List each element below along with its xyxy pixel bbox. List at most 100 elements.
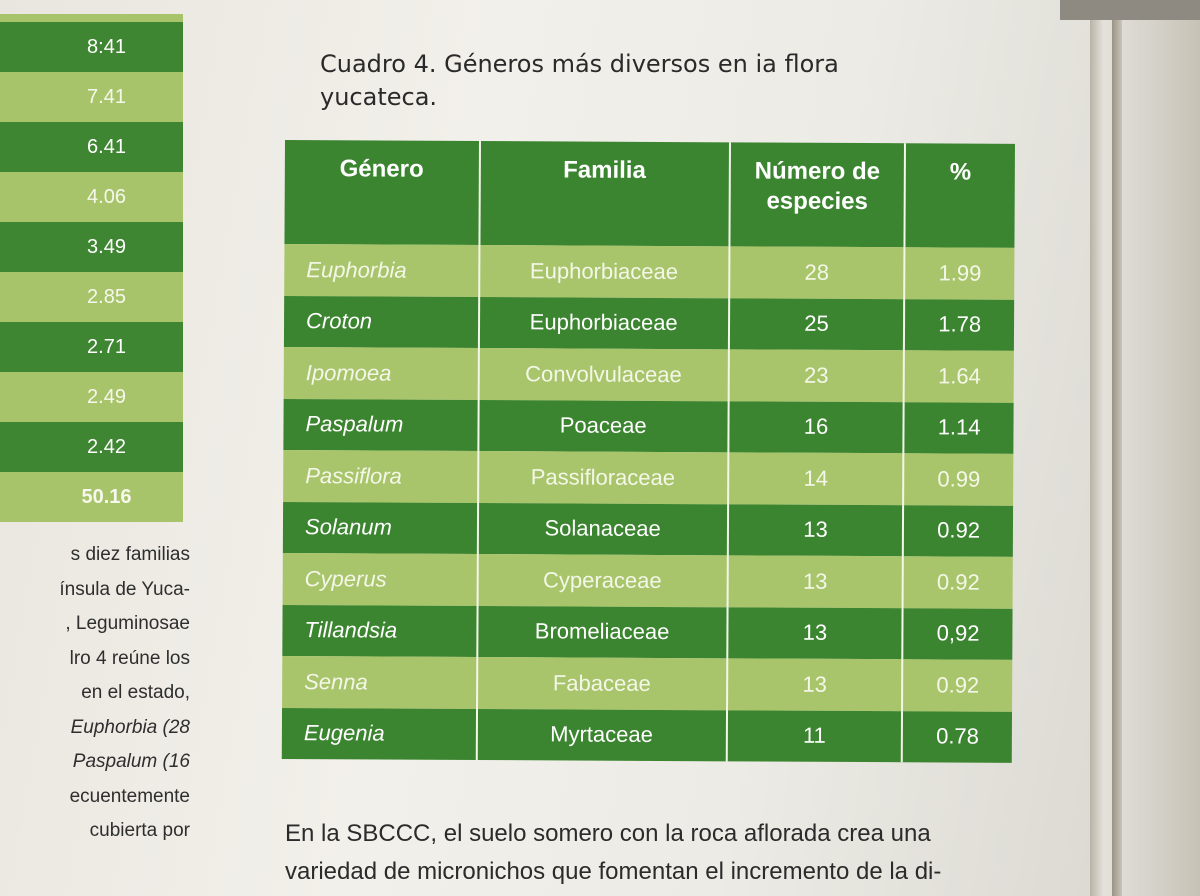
cell-genero: Tillandsia bbox=[282, 604, 478, 658]
cell-genero: Passiflora bbox=[283, 449, 478, 503]
table-caption: Cuadro 4. Géneros más diversos en ia flo… bbox=[320, 48, 920, 114]
genera-table: Género Familia Número de especies % Euph… bbox=[281, 140, 1015, 763]
table-row: Ipomoea Convolvulaceae 23 1.64 bbox=[283, 346, 1014, 403]
table-row: 6.41 bbox=[0, 122, 183, 172]
cell-familia: Fabaceae bbox=[476, 657, 728, 710]
cell-percent: 0.92 bbox=[937, 517, 981, 543]
cell-value: 4.06 bbox=[87, 185, 126, 208]
cell-numero: 14 bbox=[727, 452, 904, 505]
cell-percent: 1.78 bbox=[938, 311, 982, 337]
table-row: 7.41 bbox=[0, 72, 183, 122]
cell-genero: Paspalum bbox=[283, 398, 479, 452]
header-line: Número de bbox=[754, 157, 881, 186]
cell-percent: 0.92 bbox=[936, 672, 980, 698]
table-row: 2.49 bbox=[0, 372, 183, 422]
table-row: 2.71 bbox=[0, 322, 183, 372]
table-row: 2.42 bbox=[0, 422, 183, 472]
cell-percent: 0.78 bbox=[936, 723, 980, 749]
cell-numero: 13 bbox=[727, 555, 904, 608]
header-genero: Género bbox=[284, 140, 480, 246]
cell-genero: Eugenia bbox=[281, 707, 477, 761]
table-row: Croton Euphorbiaceae 25 1.78 bbox=[283, 295, 1015, 351]
table-row: Cyperus Cyperaceae 13 0.92 bbox=[282, 552, 1013, 609]
table-row: Paspalum Poaceae 16 1.14 bbox=[283, 398, 1014, 454]
cell-value: 2.85 bbox=[87, 285, 126, 308]
body-paragraph: En la SBCCC, el suelo somero con la roca… bbox=[285, 815, 1045, 891]
cell-percent: 1.99 bbox=[938, 260, 982, 286]
cell-numero: 28 bbox=[728, 246, 905, 299]
caption-line: Cuadro 4. Géneros más diversos en ia flo… bbox=[320, 50, 839, 78]
cell-familia: Solanaceae bbox=[477, 502, 728, 556]
cell-familia: Euphorbiaceae bbox=[478, 296, 729, 350]
cell-percent: 0.92 bbox=[936, 569, 980, 595]
cell-value: 2.42 bbox=[87, 435, 126, 458]
genus-name: Euphorbia (28 bbox=[70, 716, 190, 738]
cell-familia: Poaceae bbox=[477, 399, 729, 453]
cell-value: 50.16 bbox=[81, 485, 132, 508]
cell-value: 2.71 bbox=[87, 335, 126, 358]
cell-familia: Euphorbiaceae bbox=[478, 245, 730, 298]
cell-familia: Bromeliaceae bbox=[476, 605, 728, 659]
book-page: 8:41 7.41 6.41 4.06 3.49 2.85 2.71 2.49 … bbox=[0, 0, 1090, 896]
table-top-cap bbox=[0, 14, 183, 22]
cell-genero: Solanum bbox=[282, 501, 478, 555]
cell-numero: 13 bbox=[727, 606, 903, 660]
cell-familia: Convolvulaceae bbox=[478, 348, 729, 401]
cell-genero: Croton bbox=[283, 295, 479, 349]
cell-familia: Cyperaceae bbox=[477, 554, 728, 607]
cell-numero: 13 bbox=[727, 503, 904, 557]
table-row: Passiflora Passifloraceae 14 0.99 bbox=[283, 449, 1014, 506]
table-row: 2.85 bbox=[0, 272, 183, 322]
cell-numero: 23 bbox=[728, 349, 905, 402]
cell-percent: 1.64 bbox=[937, 363, 981, 389]
header-percent: % bbox=[949, 158, 972, 186]
table-row: 4.06 bbox=[0, 172, 183, 222]
table-row: 8:41 bbox=[0, 22, 183, 72]
caption-line: yucateca. bbox=[320, 83, 438, 111]
cell-percent: 0,92 bbox=[936, 620, 980, 646]
text-line: , Leguminosae bbox=[65, 613, 190, 634]
cell-numero: 16 bbox=[728, 400, 904, 454]
previous-table-fragment: 8:41 7.41 6.41 4.06 3.49 2.85 2.71 2.49 … bbox=[0, 14, 183, 522]
table-row: 3.49 bbox=[0, 222, 183, 272]
cell-percent: 0.99 bbox=[937, 466, 981, 492]
cell-value: 7.41 bbox=[87, 85, 126, 108]
text-line: en el estado, bbox=[81, 682, 190, 703]
cell-numero: 13 bbox=[726, 658, 903, 711]
table-row: Euphorbia Euphorbiaceae 28 1.99 bbox=[284, 243, 1015, 300]
table-row: Solanum Solanaceae 13 0.92 bbox=[282, 501, 1014, 557]
cell-value: 6.41 bbox=[87, 135, 126, 158]
table-header-row: Género Familia Número de especies % bbox=[284, 140, 1015, 248]
text-line: cubierta por bbox=[89, 820, 190, 841]
left-column-text: s diez familias ínsula de Yuca- , Legumi… bbox=[0, 538, 190, 849]
cell-percent: 1.14 bbox=[937, 414, 981, 440]
text-line: Paspalum (16 bbox=[0, 745, 190, 780]
cell-value: 8:41 bbox=[87, 35, 126, 58]
table-row: Senna Fabaceae 13 0.92 bbox=[282, 655, 1013, 712]
text-line: ínsula de Yuca- bbox=[59, 578, 190, 600]
table-row: Tillandsia Bromeliaceae 13 0,92 bbox=[282, 604, 1013, 660]
book-page-edge bbox=[1090, 0, 1200, 896]
background-corner bbox=[1060, 0, 1200, 20]
cell-genero: Ipomoea bbox=[283, 346, 479, 400]
cell-genero: Cyperus bbox=[282, 552, 478, 606]
cell-numero: 25 bbox=[728, 297, 905, 351]
genus-name: Paspalum (16 bbox=[72, 751, 190, 772]
cell-familia: Passifloraceae bbox=[477, 451, 729, 504]
header-line: especies bbox=[766, 187, 868, 216]
text-line: s diez familias bbox=[70, 544, 190, 565]
text-line: En la SBCCC, el suelo somero con la roca… bbox=[285, 820, 931, 847]
cell-value: 3.49 bbox=[87, 235, 126, 258]
cell-value: 2.49 bbox=[87, 385, 126, 408]
header-numero: Número de especies bbox=[729, 142, 906, 248]
cell-familia: Myrtaceae bbox=[476, 708, 727, 762]
text-line: variedad de micronichos que fomentan el … bbox=[285, 858, 942, 885]
text-line: Euphorbia (28 bbox=[0, 711, 190, 746]
cell-numero: 11 bbox=[726, 709, 903, 763]
cell-genero: Senna bbox=[282, 655, 477, 709]
table-row: Eugenia Myrtaceae 11 0.78 bbox=[281, 707, 1013, 763]
table-total-row: 50.16 bbox=[0, 472, 183, 522]
text-line: ecuentemente bbox=[69, 785, 190, 807]
cell-genero: Euphorbia bbox=[284, 243, 480, 297]
text-line: lro 4 reúne los bbox=[69, 647, 190, 669]
